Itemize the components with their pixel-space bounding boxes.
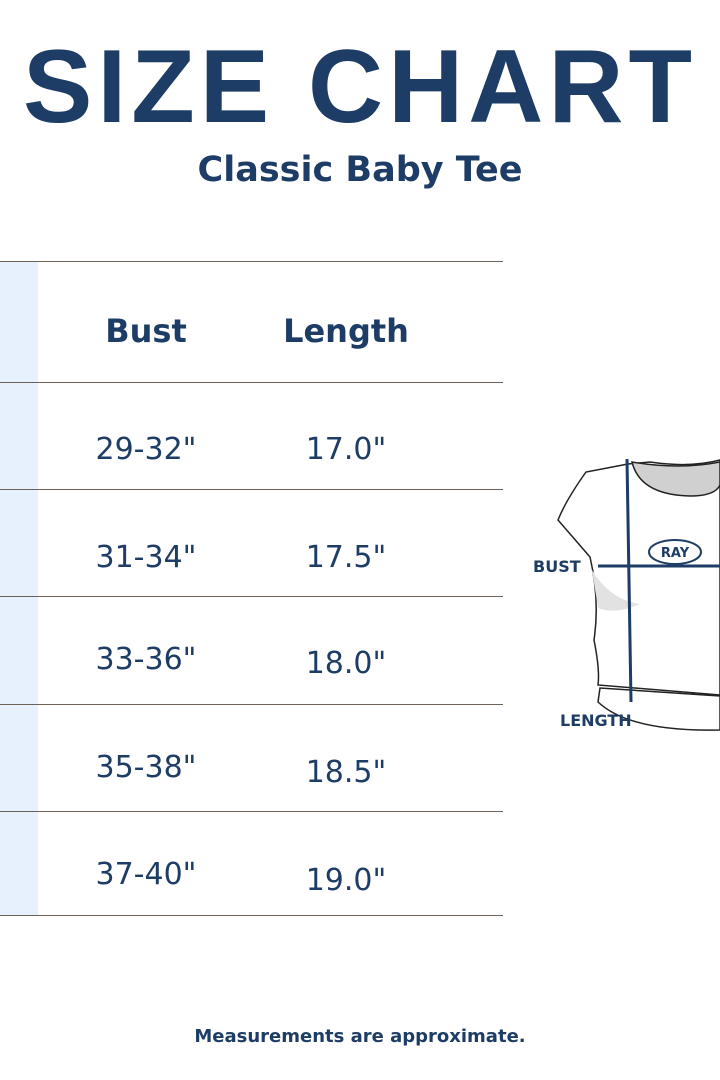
divider (0, 489, 503, 490)
bust-value: 33-36" (95, 642, 197, 677)
bust-value: 31-34" (95, 540, 197, 575)
ray-logo (648, 539, 702, 565)
divider (0, 915, 503, 916)
length-value: 19.0" (305, 863, 387, 898)
header-bust: Bust (105, 312, 187, 350)
bust-value: 29-32" (95, 432, 197, 467)
header-length: Length (283, 312, 409, 350)
tee-diagram: RAY (557, 458, 720, 731)
size-column-strip (0, 262, 38, 915)
length-value: 18.0" (305, 646, 387, 681)
footer-note: Measurements are approximate. (194, 1026, 526, 1047)
length-measure-line (625, 458, 633, 703)
length-label: LENGTH (560, 711, 632, 730)
bust-value: 35-38" (95, 750, 197, 785)
divider (0, 382, 503, 383)
product-name: Classic Baby Tee (197, 150, 523, 190)
page-title: SIZE CHART (23, 29, 697, 145)
length-value: 17.5" (305, 540, 387, 575)
bust-label: BUST (533, 557, 581, 576)
logo-text: RAY (661, 546, 690, 561)
divider (0, 596, 503, 597)
divider (0, 704, 503, 705)
divider (0, 261, 503, 262)
bust-value: 37-40" (95, 857, 197, 892)
length-value: 18.5" (305, 755, 387, 790)
divider (0, 811, 503, 812)
length-value: 17.0" (305, 432, 387, 467)
